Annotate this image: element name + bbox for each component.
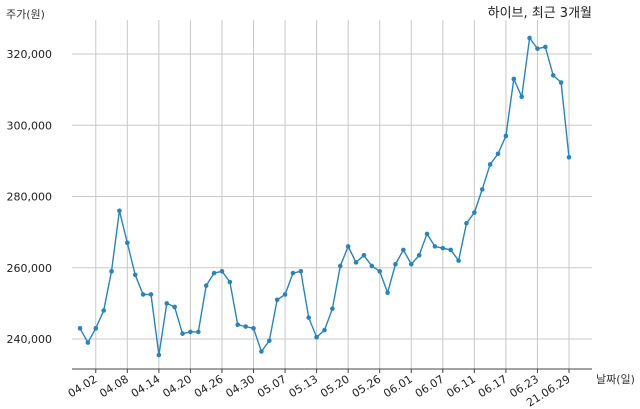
data-point xyxy=(259,349,264,354)
data-point xyxy=(227,279,233,285)
data-point xyxy=(85,340,91,345)
x-axis-ticks: 04.0204.0804.1404.2004.2604.3005.0705.13… xyxy=(66,369,573,409)
data-point xyxy=(330,306,335,312)
x-tick-label: 05.20 xyxy=(318,373,352,401)
x-tick-label: 04.20 xyxy=(160,373,194,401)
data-point xyxy=(566,155,572,160)
data-point xyxy=(101,308,106,313)
data-point xyxy=(401,247,406,253)
data-point xyxy=(353,260,359,265)
x-tick-label: 04.02 xyxy=(66,373,100,401)
data-point xyxy=(369,263,375,269)
data-point xyxy=(132,272,138,278)
x-tick-label: 05.07 xyxy=(255,373,289,401)
data-point xyxy=(140,292,146,297)
data-point xyxy=(117,208,122,214)
y-axis-ticks: 240,000 260,000 280,000 300,000 320,000 xyxy=(7,48,53,346)
data-point xyxy=(408,261,414,267)
data-point xyxy=(211,270,217,276)
data-point xyxy=(180,331,185,336)
data-point xyxy=(314,334,319,340)
data-point xyxy=(172,304,177,310)
data-point xyxy=(511,76,517,82)
data-point xyxy=(196,329,201,335)
data-point xyxy=(448,247,453,253)
x-tick-label: 04.14 xyxy=(129,373,163,401)
data-point xyxy=(535,46,540,51)
data-point xyxy=(487,162,493,167)
data-point xyxy=(503,133,509,139)
x-axis-label: 날짜(일) xyxy=(596,372,635,386)
x-tick-label: 04.08 xyxy=(97,373,131,401)
data-point xyxy=(550,73,556,78)
data-point xyxy=(322,327,327,333)
data-point xyxy=(464,220,469,226)
data-point xyxy=(337,263,343,269)
data-point xyxy=(93,326,99,331)
data-point xyxy=(479,187,485,192)
data-point xyxy=(266,338,272,344)
data-point xyxy=(440,245,446,251)
x-tick-label: 06.07 xyxy=(413,373,447,401)
x-tick-label: 04.26 xyxy=(192,373,226,401)
data-point xyxy=(156,352,162,358)
data-point xyxy=(219,269,225,274)
y-tick-label: 280,000 xyxy=(7,191,53,204)
data-point xyxy=(203,283,209,288)
data-point xyxy=(416,252,422,258)
data-point xyxy=(385,290,390,295)
data-point xyxy=(558,80,564,85)
y-tick-label: 300,000 xyxy=(7,119,53,132)
data-point xyxy=(148,292,154,297)
data-point xyxy=(519,94,524,100)
data-point xyxy=(472,210,477,215)
data-point xyxy=(432,244,438,249)
y-tick-label: 320,000 xyxy=(7,48,53,61)
y-tick-label: 240,000 xyxy=(7,333,53,346)
gridlines xyxy=(72,20,592,369)
data-point xyxy=(345,244,351,249)
data-point xyxy=(109,269,114,274)
data-point xyxy=(456,258,461,263)
y-axis-label: 주가(원) xyxy=(6,8,45,21)
data-point xyxy=(125,240,130,246)
x-tick-label: 05.26 xyxy=(350,373,384,401)
data-point xyxy=(290,270,296,276)
x-tick-label: 06.01 xyxy=(381,373,415,401)
data-point xyxy=(393,261,398,267)
data-point xyxy=(306,315,312,320)
data-point xyxy=(235,322,241,328)
x-tick-label: 05.13 xyxy=(287,373,321,401)
x-tick-label: 06.11 xyxy=(444,373,478,401)
chart-title: 하이브, 최근 3개월 xyxy=(488,6,592,21)
data-point xyxy=(377,269,383,274)
data-point xyxy=(274,297,280,303)
data-point xyxy=(527,35,532,41)
x-tick-label: 06.17 xyxy=(476,373,510,401)
y-tick-label: 260,000 xyxy=(7,262,53,275)
data-point xyxy=(282,292,288,297)
data-point xyxy=(188,329,193,335)
data-point xyxy=(77,326,83,331)
x-tick-label: 04.30 xyxy=(224,373,258,401)
data-point xyxy=(243,324,248,329)
data-point xyxy=(495,151,501,157)
data-point xyxy=(164,301,170,306)
price-series xyxy=(77,35,572,358)
data-point xyxy=(251,326,256,331)
data-point xyxy=(424,231,430,237)
data-point xyxy=(543,44,548,50)
data-point xyxy=(361,252,367,258)
data-point xyxy=(298,269,304,274)
